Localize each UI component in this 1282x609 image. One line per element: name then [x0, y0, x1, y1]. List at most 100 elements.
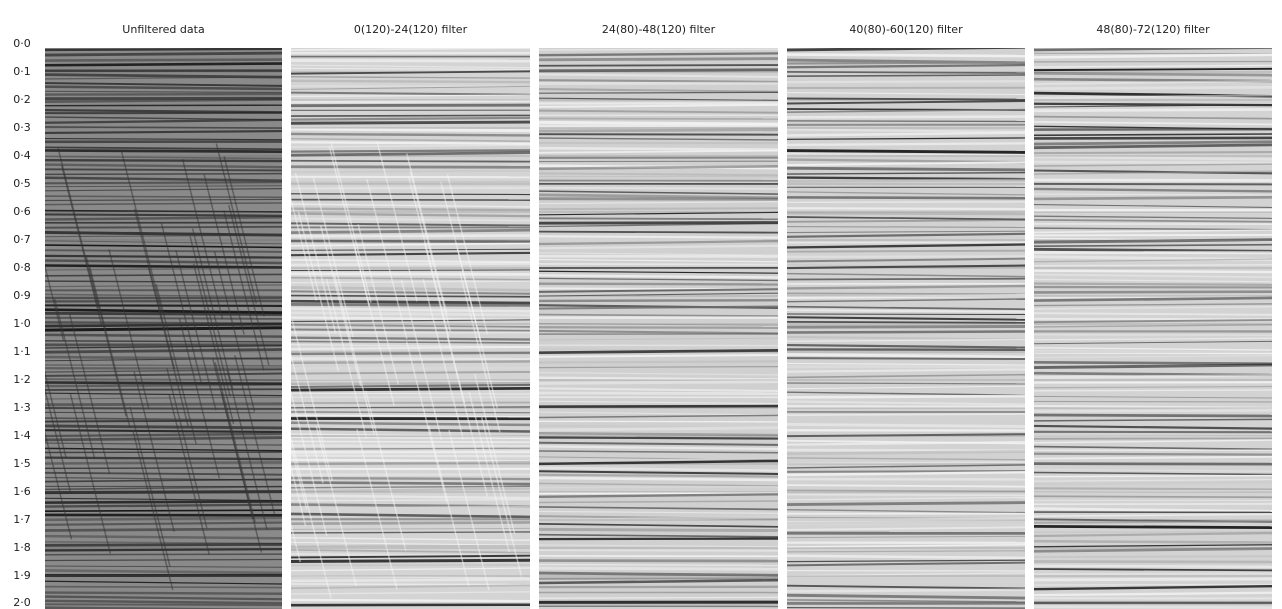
diffraction [178, 317, 221, 479]
reflector [1034, 555, 1272, 558]
reflector [291, 127, 530, 133]
panel [291, 48, 530, 609]
reflector [787, 457, 1025, 461]
reflector [1034, 544, 1272, 548]
time-label: 0·8 [13, 261, 31, 274]
reflector [45, 209, 282, 213]
reflector [787, 284, 1025, 290]
time-label: 1·5 [13, 457, 31, 470]
reflector [45, 176, 282, 182]
reflector [45, 264, 282, 269]
reflector [787, 550, 1025, 553]
reflector [45, 461, 282, 465]
reflector [1034, 150, 1272, 155]
reflector [291, 487, 530, 493]
reflector [1034, 80, 1272, 85]
reflector [45, 333, 282, 338]
reflector [291, 324, 530, 328]
reflector [539, 52, 778, 57]
reflector [539, 566, 778, 571]
reflector [787, 543, 1025, 548]
reflector [45, 521, 282, 526]
reflector [539, 476, 778, 482]
reflector [291, 386, 530, 392]
reflector [787, 464, 1025, 469]
diffraction [320, 225, 362, 387]
reflector [787, 63, 1025, 69]
reflector [1034, 439, 1272, 444]
reflector [291, 481, 530, 486]
reflector [291, 381, 530, 386]
diffraction [325, 278, 368, 440]
reflector [539, 64, 778, 67]
reflector [45, 213, 282, 217]
reflector [45, 580, 282, 585]
reflector [539, 221, 778, 225]
reflector [787, 440, 1025, 446]
reflector [787, 335, 1025, 341]
diffraction [89, 266, 131, 428]
reflector [45, 240, 282, 245]
reflector [787, 470, 1025, 477]
reflector [1034, 404, 1272, 410]
diffraction [57, 147, 99, 309]
reflector [1034, 187, 1272, 193]
reflector [291, 99, 530, 104]
reflector [45, 267, 282, 271]
reflector [1034, 53, 1272, 59]
reflector [787, 338, 1025, 342]
reflector [45, 90, 282, 94]
reflector [787, 362, 1025, 366]
reflector [787, 357, 1025, 361]
reflector [539, 485, 778, 489]
reflector [539, 277, 778, 282]
diffraction [291, 521, 301, 563]
reflector [291, 299, 530, 305]
diffraction [215, 143, 258, 304]
reflector [45, 51, 282, 57]
reflector [539, 354, 778, 358]
time-label: 0·1 [13, 65, 31, 78]
reflector [1034, 67, 1272, 72]
reflector [787, 216, 1025, 221]
reflector [787, 535, 1025, 539]
reflector [291, 207, 530, 212]
reflector [787, 324, 1025, 329]
reflector [787, 373, 1025, 379]
reflector [291, 85, 530, 90]
reflector [1034, 480, 1272, 486]
reflector [1034, 474, 1272, 478]
reflector [1034, 547, 1272, 553]
reflector [291, 141, 530, 145]
reflector [539, 48, 778, 51]
reflector [539, 109, 778, 114]
reflector [1034, 136, 1272, 140]
reflector [291, 591, 530, 595]
reflector [1034, 507, 1272, 513]
reflector [787, 572, 1025, 577]
reflector [1034, 312, 1272, 316]
diffraction [45, 263, 65, 341]
diffraction [291, 443, 308, 510]
reflector [539, 262, 778, 266]
reflector [539, 563, 778, 567]
reflector [787, 48, 1025, 52]
reflector [1034, 306, 1272, 310]
reflector [45, 168, 282, 172]
reflector [539, 387, 778, 393]
reflector [539, 117, 778, 120]
reflector [1034, 258, 1272, 263]
reflector [291, 427, 530, 433]
reflector [539, 549, 778, 552]
reflector [787, 368, 1025, 373]
reflector [45, 345, 282, 349]
reflector [1034, 495, 1272, 499]
reflector [45, 419, 282, 423]
reflector [787, 100, 1025, 105]
reflector [291, 286, 530, 292]
reflector [539, 450, 778, 454]
diffraction [291, 351, 324, 484]
diffraction [181, 158, 224, 320]
reflector [787, 153, 1025, 156]
reflector [1034, 155, 1272, 161]
